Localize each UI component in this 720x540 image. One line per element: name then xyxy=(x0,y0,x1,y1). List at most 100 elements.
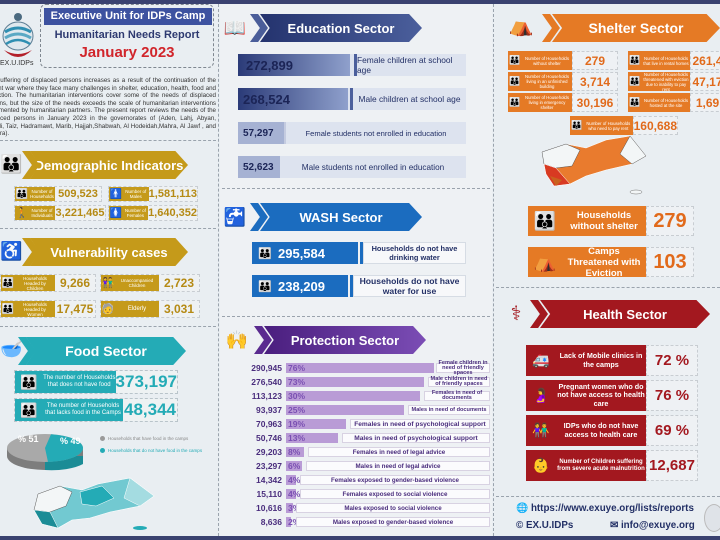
card-value: 48,344 xyxy=(123,399,177,421)
protection-row: 290,945 76% Female children in need of f… xyxy=(220,360,490,375)
section-divider xyxy=(0,326,216,327)
row-percent: 30% xyxy=(288,391,306,401)
health-banner: Health Sector xyxy=(540,300,710,328)
row-value: 10,616 xyxy=(256,503,282,513)
column-divider xyxy=(493,4,494,536)
header-title: Executive Unit for IDPs Camp xyxy=(44,8,212,25)
row-bar xyxy=(286,433,338,443)
protection-row: 23,297 6% Males in need of legal advice xyxy=(220,460,490,472)
row-value: 50,746 xyxy=(256,433,282,443)
shelter-card: 👪 Number of Households that live in renta… xyxy=(628,51,720,70)
row-value: 268,524 xyxy=(238,88,348,110)
protection-row: 70,963 19% Females in need of psychologi… xyxy=(220,418,490,430)
section-divider xyxy=(0,140,216,141)
wash-banner: WASH Sector xyxy=(260,203,422,231)
tent-icon: ⛺ xyxy=(533,251,557,272)
row-percent: 76% xyxy=(288,363,306,373)
card-value: 69 % xyxy=(646,415,698,446)
card-label: Pregnant women who do not have access to… xyxy=(557,381,645,408)
card-value: 2,723 xyxy=(163,276,195,290)
pie-label-no-food: % 49 xyxy=(60,436,81,446)
row-percent: 25% xyxy=(288,405,306,415)
row-bar xyxy=(286,517,291,527)
food-bowl-icon: 🥣 xyxy=(0,339,23,359)
card-value: 3,221,465 xyxy=(55,207,105,219)
row-bar xyxy=(286,461,302,471)
row-bar xyxy=(286,419,346,429)
legend-no-food: Households that do not have food in the … xyxy=(100,448,202,453)
protection-row: 276,540 73% Male children in need of fri… xyxy=(220,376,490,388)
row-bar xyxy=(286,489,296,499)
legend-have-food: Households that have food in the camps xyxy=(100,436,188,441)
row-value: 8,636 xyxy=(260,517,282,527)
card-value: 3,031 xyxy=(163,302,195,316)
card-label: Households without shelter xyxy=(570,210,638,232)
legend-label: Households that do not have food in the … xyxy=(108,448,203,453)
males-card: 🚹 Number of Males 1,581,113 xyxy=(108,186,198,202)
email-link[interactable]: info@exuye.org xyxy=(620,520,695,531)
females-card: 🚺 Number of Females 1,640,352 xyxy=(108,205,198,221)
intro-paragraph: The suffering of displaced persons incre… xyxy=(0,77,216,138)
row-label: Males in need of documents xyxy=(408,405,490,415)
households-without-shelter-card: 👪 Households without shelter 279 xyxy=(528,206,694,236)
card-label: Households Headed by Women xyxy=(15,301,55,317)
protection-row: 14,342 4% Females exposed to gender-base… xyxy=(220,474,490,486)
households-lacking-food-card: 👪 The number of Households that lacks foo… xyxy=(14,398,178,422)
family-icon: 👪 xyxy=(258,247,272,260)
column-divider xyxy=(218,4,219,536)
card-value: 30,196 xyxy=(572,93,618,112)
camps-threatened-card: ⛺ Camps Threatened with Eviction 103 xyxy=(528,245,694,279)
health-card: 👶 Number of Children suffering from sever… xyxy=(526,450,698,481)
vulnerability-banner: Vulnerability cases xyxy=(30,238,188,266)
family-icon: 👪 xyxy=(1,301,15,317)
brand-name: EX.U.IDPs xyxy=(525,520,574,531)
row-label: Females exposed to social violence xyxy=(300,489,490,499)
family-icon: 👪 xyxy=(20,373,38,390)
family-icon: 👪 xyxy=(571,120,583,130)
report-title: Humanitarian Needs Report xyxy=(54,29,200,41)
family-icon: 👪 xyxy=(0,154,23,174)
shelter-card: 👪 Number of Households without shelter 27… xyxy=(508,51,618,70)
section-divider xyxy=(222,188,490,189)
family-icon: 👪 xyxy=(629,55,641,65)
logo-text: EX.U.IDPs xyxy=(0,60,34,67)
row-value: 14,342 xyxy=(256,475,282,485)
footer-email[interactable]: ✉ info@exuye.org xyxy=(610,520,695,531)
legend-label: Households that have food in the camps xyxy=(108,436,189,441)
unaccompanied-children-card: 👫 Unaccompanied Children 2,723 xyxy=(100,274,200,292)
education-row: 57,297 Female students not enrolled in e… xyxy=(238,122,466,144)
family-icon: 👪 xyxy=(509,97,521,107)
card-value: 279 xyxy=(572,51,618,70)
person-icon: 🚶 xyxy=(15,206,29,220)
divider xyxy=(284,122,286,144)
card-value: 72 % xyxy=(646,345,698,376)
website-link[interactable]: https://www.exuye.org/lists/reports xyxy=(530,503,694,514)
card-label: Number of Males xyxy=(122,187,149,201)
report-date: January 2023 xyxy=(79,44,175,61)
footer-website[interactable]: 🌐 https://www.exuye.org/lists/reports xyxy=(516,503,694,514)
card-value: 1,640,352 xyxy=(148,207,197,219)
protection-hands-icon: 🙌 xyxy=(225,330,249,350)
card-label: Households Headed by Children xyxy=(15,275,55,291)
row-value: 93,937 xyxy=(256,405,282,415)
food-pie-chart xyxy=(7,434,84,471)
card-label: Number of Households who need to pay ren… xyxy=(586,120,631,131)
row-percent: 3% xyxy=(288,503,301,513)
family-icon: 👪 xyxy=(533,210,557,231)
footer-logo-icon xyxy=(704,504,720,532)
row-value: 70,963 xyxy=(256,419,282,429)
card-label: Number of Households without shelter xyxy=(525,55,569,66)
water-tap-icon: 🚰 xyxy=(223,207,247,227)
protection-row: 15,110 4% Females exposed to social viol… xyxy=(220,488,490,500)
card-label: Number of Females xyxy=(122,206,149,220)
protection-banner: Protection Sector xyxy=(264,326,426,354)
section-divider xyxy=(0,228,216,229)
no-drinking-water-card: 👪 295,584 Households do not have drinking… xyxy=(252,242,466,264)
shelter-banner: Shelter Sector xyxy=(552,14,720,42)
protection-row: 93,937 25% Males in need of documents xyxy=(220,404,490,416)
top-frame xyxy=(0,0,720,4)
family-icon: 👪 xyxy=(258,280,272,293)
card-label: Camps Threatened with Eviction xyxy=(567,245,641,279)
card-label: Elderly xyxy=(115,301,159,317)
card-label: Unaccompanied Children xyxy=(115,275,159,291)
